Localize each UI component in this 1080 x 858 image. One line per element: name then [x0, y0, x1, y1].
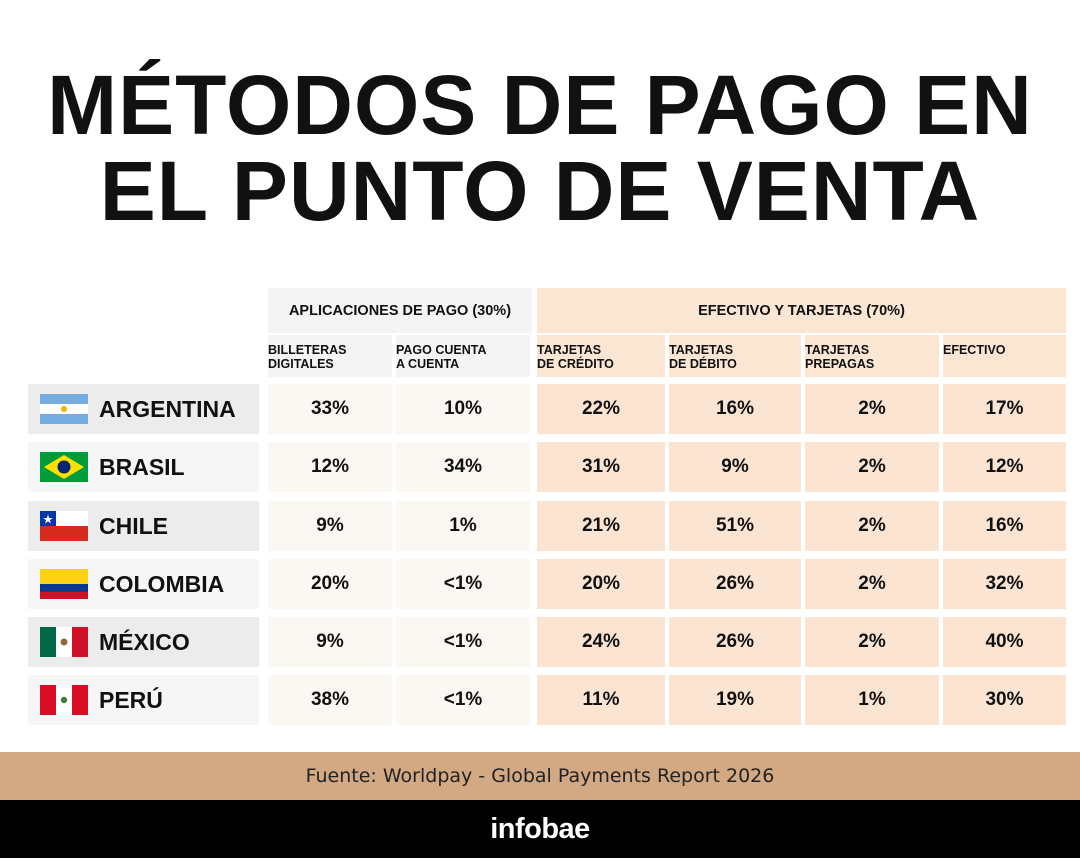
- column-header-line: DIGITALES: [268, 357, 334, 371]
- table-cell-value: 34%: [396, 442, 530, 492]
- table-cell-value: <1%: [396, 675, 530, 725]
- brand-bar: infobae: [0, 800, 1080, 858]
- infobae-logo: infobae: [490, 812, 590, 845]
- country-name: ARGENTINA: [99, 395, 236, 422]
- table-cell-value: 30%: [943, 675, 1066, 725]
- country-cell: MÉXICO: [28, 617, 259, 667]
- source-text: Fuente: Worldpay - Global Payments Repor…: [305, 765, 775, 787]
- column-header-line: EFECTIVO: [943, 343, 1006, 357]
- table-cell-value: 38%: [268, 675, 392, 725]
- table-cell-value: 33%: [268, 384, 392, 434]
- table-cell-value: 2%: [805, 442, 939, 492]
- column-header-line: TARJETAS: [537, 343, 602, 357]
- column-header-line: PREPAGAS: [805, 357, 875, 371]
- table-cell-value: 31%: [537, 442, 665, 492]
- table-cell-value: 17%: [943, 384, 1066, 434]
- country-name: PERÚ: [99, 686, 163, 713]
- column-header: TARJETAS DE DÉBITO: [669, 335, 801, 377]
- mexico-flag-icon: [40, 627, 88, 657]
- column-header: TARJETAS DE CRÉDITO: [537, 335, 665, 377]
- group-header-cash-cards: EFECTIVO Y TARJETAS (70%): [537, 288, 1066, 333]
- country-cell: BRASIL: [28, 442, 259, 492]
- table-cell-value: <1%: [396, 559, 530, 609]
- table-cell-value: 2%: [805, 617, 939, 667]
- column-header-line: BILLETERAS: [268, 343, 347, 357]
- title-line-2: EL PUNTO DE VENTA: [99, 144, 981, 238]
- table-cell-value: 19%: [669, 675, 801, 725]
- chile-flag-icon: [40, 511, 88, 541]
- brazil-flag-icon: [40, 452, 88, 482]
- table-cell-value: 26%: [669, 617, 801, 667]
- table-cell-value: 1%: [805, 675, 939, 725]
- table-cell-value: 24%: [537, 617, 665, 667]
- column-header-line: A CUENTA: [396, 357, 460, 371]
- group-header-apps: APLICACIONES DE PAGO (30%): [268, 288, 532, 333]
- table-cell-value: <1%: [396, 617, 530, 667]
- column-header-line: TARJETAS: [805, 343, 870, 357]
- country-name: MÉXICO: [99, 628, 190, 655]
- column-header-line: DE CRÉDITO: [537, 357, 614, 371]
- colombia-flag-icon: [40, 569, 88, 599]
- title-line-1: MÉTODOS DE PAGO EN: [47, 58, 1033, 152]
- column-header: PAGO CUENTA A CUENTA: [396, 335, 530, 377]
- table-cell-value: 12%: [943, 442, 1066, 492]
- table-cell-value: 9%: [669, 442, 801, 492]
- table-cell-value: 2%: [805, 501, 939, 551]
- source-bar: Fuente: Worldpay - Global Payments Repor…: [0, 752, 1080, 800]
- column-header-line: PAGO CUENTA: [396, 343, 487, 357]
- table-cell-value: 2%: [805, 384, 939, 434]
- table-cell-value: 16%: [943, 501, 1066, 551]
- table-cell-value: 1%: [396, 501, 530, 551]
- country-name: BRASIL: [99, 453, 185, 480]
- argentina-flag-icon: [40, 394, 88, 424]
- table-cell-value: 12%: [268, 442, 392, 492]
- table-cell-value: 9%: [268, 617, 392, 667]
- table-cell-value: 20%: [268, 559, 392, 609]
- country-cell: ARGENTINA: [28, 384, 259, 434]
- country-cell: PERÚ: [28, 675, 259, 725]
- table-cell-value: 10%: [396, 384, 530, 434]
- table-cell-value: 22%: [537, 384, 665, 434]
- country-cell: COLOMBIA: [28, 559, 259, 609]
- peru-flag-icon: [40, 685, 88, 715]
- country-name: COLOMBIA: [99, 570, 225, 597]
- table-cell-value: 21%: [537, 501, 665, 551]
- table-cell-value: 51%: [669, 501, 801, 551]
- country-name: CHILE: [99, 512, 168, 539]
- table-cell-value: 26%: [669, 559, 801, 609]
- column-header: BILLETERAS DIGITALES: [268, 335, 392, 377]
- column-header: EFECTIVO: [943, 335, 1066, 377]
- column-header-line: TARJETAS: [669, 343, 734, 357]
- table-cell-value: 2%: [805, 559, 939, 609]
- table-cell-value: 40%: [943, 617, 1066, 667]
- table-cell-value: 16%: [669, 384, 801, 434]
- country-cell: CHILE: [28, 501, 259, 551]
- page-title: MÉTODOS DE PAGO EN EL PUNTO DE VENTA: [0, 62, 1080, 234]
- table-cell-value: 20%: [537, 559, 665, 609]
- table-cell-value: 9%: [268, 501, 392, 551]
- column-header: TARJETAS PREPAGAS: [805, 335, 939, 377]
- column-header-line: DE DÉBITO: [669, 357, 737, 371]
- table-cell-value: 32%: [943, 559, 1066, 609]
- table-cell-value: 11%: [537, 675, 665, 725]
